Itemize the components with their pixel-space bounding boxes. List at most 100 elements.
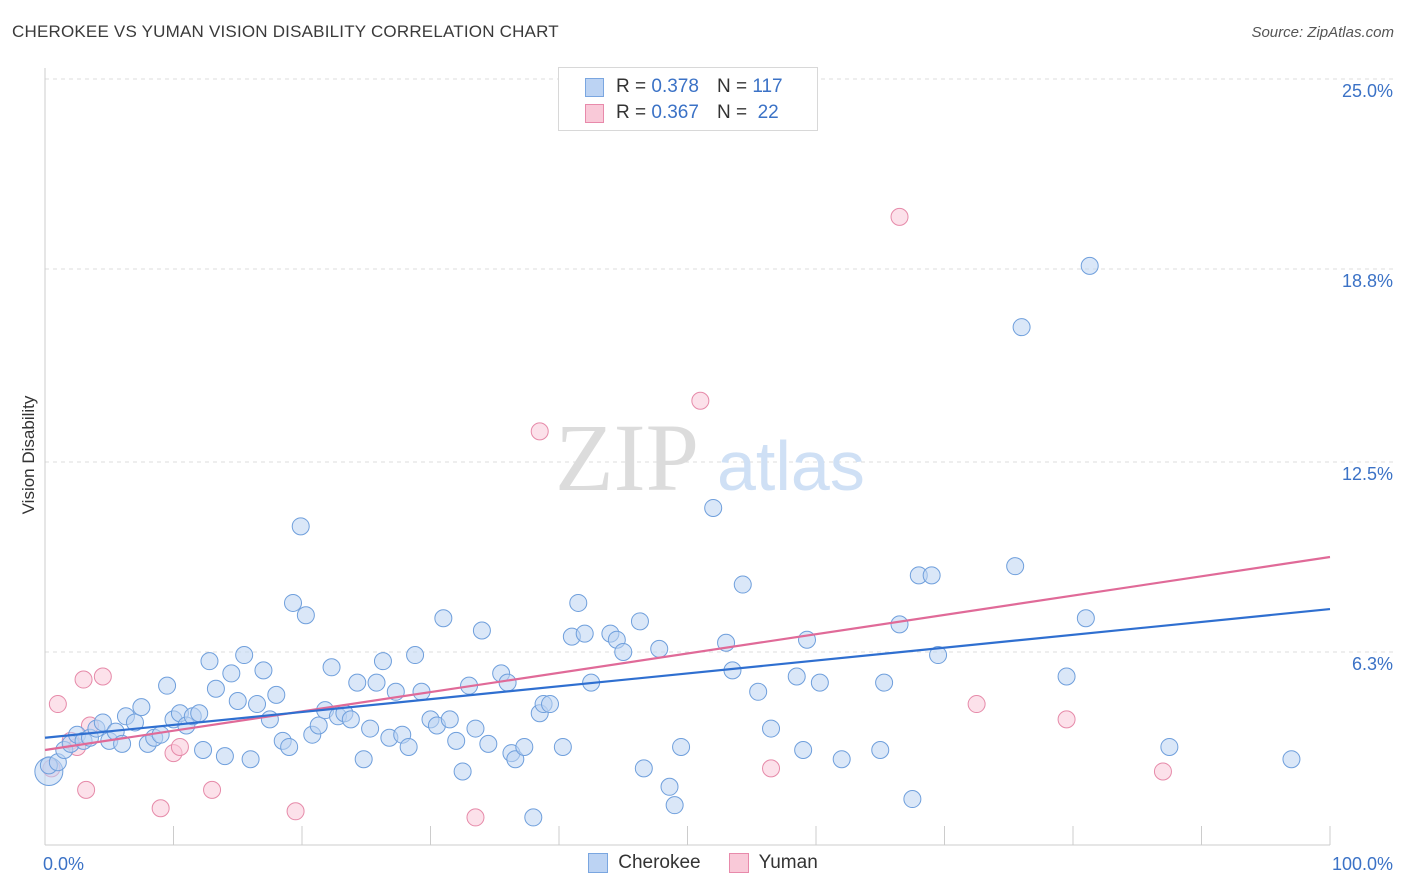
legend-n-label: N = (716, 76, 748, 97)
trend-lines (44, 555, 1331, 752)
x-tick-label: 100.0% (1332, 854, 1393, 874)
cherokee-point (280, 737, 299, 756)
cherokee-point (498, 673, 517, 692)
y-axis-label: Vision Disability (19, 395, 38, 514)
yuman-point (967, 695, 986, 714)
cherokee-point (569, 593, 588, 612)
cherokee-point (479, 734, 498, 753)
cherokee-point (466, 719, 485, 738)
axes (44, 68, 1331, 846)
cherokee-point (373, 652, 392, 671)
cherokee-point (322, 658, 341, 677)
cherokee-point (749, 682, 768, 701)
cherokee-point (506, 750, 525, 769)
cherokee-point (794, 741, 813, 760)
cherokee-point (440, 710, 459, 729)
cherokee-point (704, 498, 723, 517)
grid-lines (45, 78, 1395, 653)
yuman-point (890, 207, 909, 226)
yuman-point (1153, 762, 1172, 781)
cherokee-point (672, 737, 691, 756)
yuman-point (286, 802, 305, 821)
cherokee-point (222, 664, 241, 683)
yuman-point (530, 422, 549, 441)
yuman-point (151, 799, 170, 818)
legend-row-cherokee: R = 0.378 N = 117 (585, 75, 783, 99)
cherokee-point (1012, 318, 1031, 337)
x-tick-label: 0.0% (43, 854, 84, 874)
cherokee-point (158, 676, 177, 695)
cherokee-point (634, 759, 653, 778)
yuman-point (77, 780, 96, 799)
watermark-atlas: atlas (717, 427, 865, 505)
cherokee-point (665, 796, 684, 815)
cherokee-point (200, 652, 219, 671)
legend-r-label: R = (616, 76, 647, 97)
cherokee-point (151, 725, 170, 744)
cherokee-point (254, 661, 273, 680)
legend-n-value: 117 (752, 76, 783, 97)
cherokee-point (1057, 667, 1076, 686)
yuman-point (48, 695, 67, 714)
cherokee-point (575, 624, 594, 643)
cherokee-trend-line (44, 607, 1331, 739)
cherokee-point (541, 695, 560, 714)
legend-swatch-cherokee (588, 853, 609, 873)
cherokee-point (922, 566, 941, 585)
cherokee-point (447, 731, 466, 750)
cherokee-point (903, 790, 922, 809)
source-label: Source: ZipAtlas.com (1251, 24, 1394, 41)
cherokee-point (367, 673, 386, 692)
legend-r-value: 0.378 (651, 76, 699, 97)
y-tick-label: 12.5% (1342, 464, 1393, 484)
tick-labels: 6.3% 12.5% 18.8% 25.0% 0.0% 100.0% (43, 81, 1393, 874)
cherokee-point (762, 719, 781, 738)
cherokee-point (650, 639, 669, 658)
legend-n-value: 22 (752, 102, 779, 123)
cherokee-point (660, 777, 679, 796)
cherokee-point (348, 673, 367, 692)
legend-swatch-cherokee (585, 77, 604, 97)
legend-label-yuman: Yuman (758, 852, 818, 873)
cherokee-point (260, 710, 279, 729)
cherokee-point (787, 667, 806, 686)
chart-title: CHEROKEE VS YUMAN VISION DISABILITY CORR… (12, 22, 559, 41)
cherokee-point (248, 695, 267, 714)
cherokee-point (1080, 256, 1099, 275)
legend-r-value: 0.367 (651, 102, 699, 123)
cherokee-point (524, 808, 543, 827)
cherokee-point (890, 615, 909, 634)
cherokee-point (1160, 737, 1179, 756)
legend-item-cherokee: Cherokee (588, 852, 701, 874)
legend-label-cherokee: Cherokee (618, 852, 701, 873)
y-tick-label: 6.3% (1352, 654, 1393, 674)
cherokee-points (34, 256, 1301, 827)
legend-swatch-yuman (585, 103, 604, 123)
legend-r-label: R = (616, 102, 647, 123)
cherokee-point (871, 741, 890, 760)
cherokee-point (614, 642, 633, 661)
cherokee-point (215, 747, 234, 766)
yuman-point (74, 670, 93, 689)
cherokee-point (472, 621, 491, 640)
legend-n-label: N = (716, 102, 748, 123)
cherokee-point (630, 612, 649, 631)
y-tick-label: 25.0% (1342, 81, 1393, 101)
cherokee-point (284, 593, 303, 612)
cherokee-point (1006, 557, 1025, 576)
yuman-point (203, 780, 222, 799)
cherokee-point (810, 673, 829, 692)
legend-item-yuman: Yuman (728, 852, 818, 874)
cherokee-point (309, 716, 328, 735)
cherokee-point (241, 750, 260, 769)
yuman-points (42, 207, 1172, 827)
yuman-point (691, 391, 710, 410)
cherokee-point (1282, 750, 1301, 769)
cherokee-point (296, 606, 315, 625)
cherokee-point (132, 698, 151, 717)
cherokee-point (875, 673, 894, 692)
cherokee-point (291, 517, 310, 536)
cherokee-point (399, 737, 418, 756)
yuman-point (762, 759, 781, 778)
